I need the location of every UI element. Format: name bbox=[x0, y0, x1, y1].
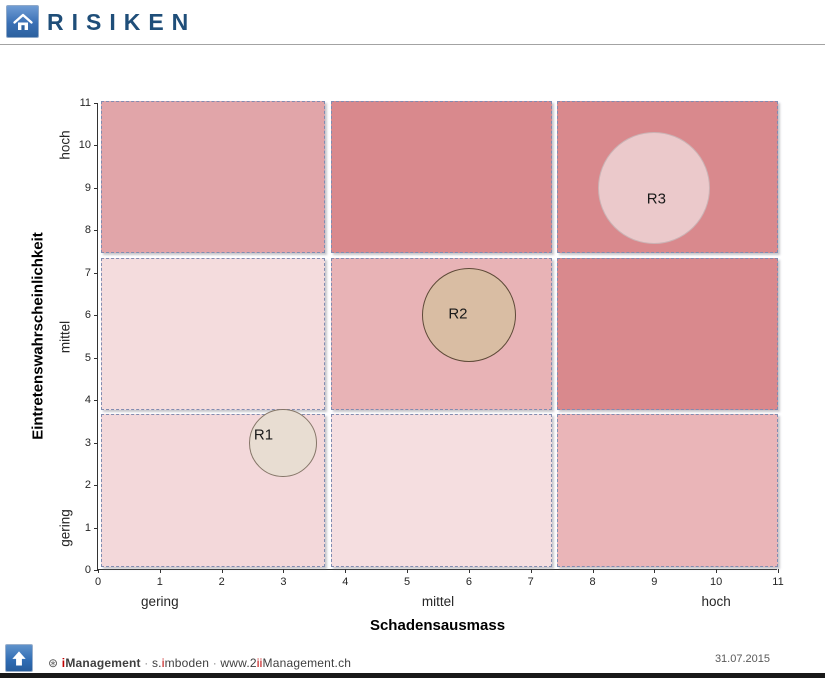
home-icon-glyph bbox=[12, 13, 33, 30]
y-tick-label: 6 bbox=[84, 309, 91, 322]
matrix-cell bbox=[557, 257, 778, 410]
matrix-cell bbox=[101, 257, 325, 410]
y-tick-label: 10 bbox=[78, 139, 91, 152]
y-tick-mark bbox=[94, 400, 98, 402]
window-bottom-edge bbox=[0, 673, 825, 678]
y-tick-label: 3 bbox=[84, 436, 91, 449]
bubble-label: R2 bbox=[448, 305, 468, 323]
matrix-cell bbox=[557, 414, 778, 568]
credit-segment: · bbox=[140, 656, 152, 670]
y-tick-mark bbox=[94, 230, 98, 232]
matrix-cell bbox=[331, 414, 552, 568]
x-tick-mark bbox=[159, 569, 161, 573]
credit-segment: i bbox=[61, 656, 66, 670]
y-tick-label: 8 bbox=[84, 224, 91, 237]
footer-date: 31.07.2015 bbox=[714, 653, 770, 665]
home-icon[interactable] bbox=[6, 5, 39, 38]
y-tick-label: 5 bbox=[84, 351, 91, 364]
x-tick-label: 2 bbox=[218, 576, 225, 588]
y-tick-mark bbox=[94, 145, 98, 147]
x-tick-mark bbox=[468, 569, 470, 573]
x-tick-mark bbox=[778, 569, 779, 573]
risk-bubble-r2[interactable]: R2 bbox=[421, 268, 516, 363]
x-tick-mark bbox=[530, 569, 532, 573]
y-tick-label: 11 bbox=[79, 97, 91, 109]
y-tick-label: 4 bbox=[84, 394, 91, 407]
x-tick-label: 4 bbox=[342, 576, 349, 588]
bubble-label: R1 bbox=[253, 426, 274, 444]
y-tick-label: 2 bbox=[84, 479, 91, 492]
x-tick-label: 3 bbox=[280, 576, 287, 588]
page-title: RISIKEN bbox=[47, 9, 197, 35]
bubble-label: R3 bbox=[646, 190, 666, 208]
y-category-label: hoch bbox=[57, 130, 73, 161]
x-tick-label: 11 bbox=[772, 576, 784, 588]
x-category-label: hoch bbox=[701, 594, 731, 609]
risk-bubble-r3[interactable]: R3 bbox=[598, 131, 711, 244]
credit-segment: · bbox=[209, 656, 221, 670]
y-tick-mark bbox=[94, 485, 98, 487]
y-category-label: gering bbox=[57, 508, 73, 547]
y-tick-mark bbox=[94, 103, 98, 104]
credit-segment: Management.ch bbox=[262, 656, 352, 670]
risk-matrix-plot-area: Schadensausmass Eintretenswahrscheinlich… bbox=[30, 97, 784, 634]
x-category-label: mittel bbox=[421, 594, 455, 609]
matrix-cell bbox=[331, 101, 552, 253]
up-arrow-glyph bbox=[12, 651, 26, 666]
x-tick-label: 8 bbox=[589, 576, 596, 588]
y-tick-label: 7 bbox=[84, 266, 91, 279]
x-tick-mark bbox=[407, 569, 409, 573]
x-tick-mark bbox=[345, 569, 347, 573]
y-tick-label: 1 bbox=[84, 521, 91, 534]
credit-segment: www.2 bbox=[220, 656, 257, 670]
x-tick-label: 7 bbox=[527, 576, 534, 588]
footer-credits: ⊛ iManagement · s.imboden · www.2iiManag… bbox=[48, 656, 351, 670]
x-tick-mark bbox=[283, 569, 285, 573]
x-tick-label: 5 bbox=[404, 576, 411, 588]
y-tick-label: 9 bbox=[84, 181, 91, 194]
y-tick-mark bbox=[94, 187, 98, 189]
x-tick-mark bbox=[716, 569, 718, 573]
credit-segment: Management bbox=[65, 656, 141, 670]
y-tick-mark bbox=[94, 357, 98, 359]
y-tick-mark bbox=[94, 442, 98, 444]
y-category-label: mittel bbox=[57, 320, 73, 353]
x-tick-label: 1 bbox=[156, 576, 163, 588]
y-tick-mark bbox=[94, 570, 98, 571]
x-tick-mark bbox=[654, 569, 656, 573]
x-tick-label: 10 bbox=[710, 576, 723, 588]
credit-segment: i bbox=[161, 656, 165, 670]
y-axis-title: Eintretenswahrscheinlichkeit bbox=[29, 232, 47, 440]
x-tick-mark bbox=[592, 569, 594, 573]
credit-segment: mboden bbox=[164, 656, 210, 670]
up-arrow-icon[interactable] bbox=[5, 644, 33, 672]
x-category-label: gering bbox=[141, 594, 179, 609]
credit-segment: s. bbox=[151, 656, 162, 670]
credit-segment: ii bbox=[256, 656, 263, 670]
x-axis-title: Schadensausmass bbox=[369, 617, 506, 634]
y-tick-mark bbox=[94, 315, 98, 317]
y-tick-mark bbox=[94, 272, 98, 274]
x-tick-label: 6 bbox=[465, 576, 472, 588]
credit-segment: ⊛ bbox=[48, 656, 62, 670]
y-tick-mark bbox=[94, 527, 98, 529]
y-tick-label: 0 bbox=[84, 564, 91, 576]
x-tick-mark bbox=[221, 569, 223, 573]
x-tick-label: 0 bbox=[94, 576, 102, 588]
app-header: RISIKEN bbox=[0, 0, 825, 45]
risk-bubble-r1[interactable]: R1 bbox=[249, 408, 318, 477]
x-tick-label: 9 bbox=[651, 576, 658, 588]
x-tick-mark bbox=[98, 569, 99, 573]
matrix-cell bbox=[101, 101, 325, 253]
